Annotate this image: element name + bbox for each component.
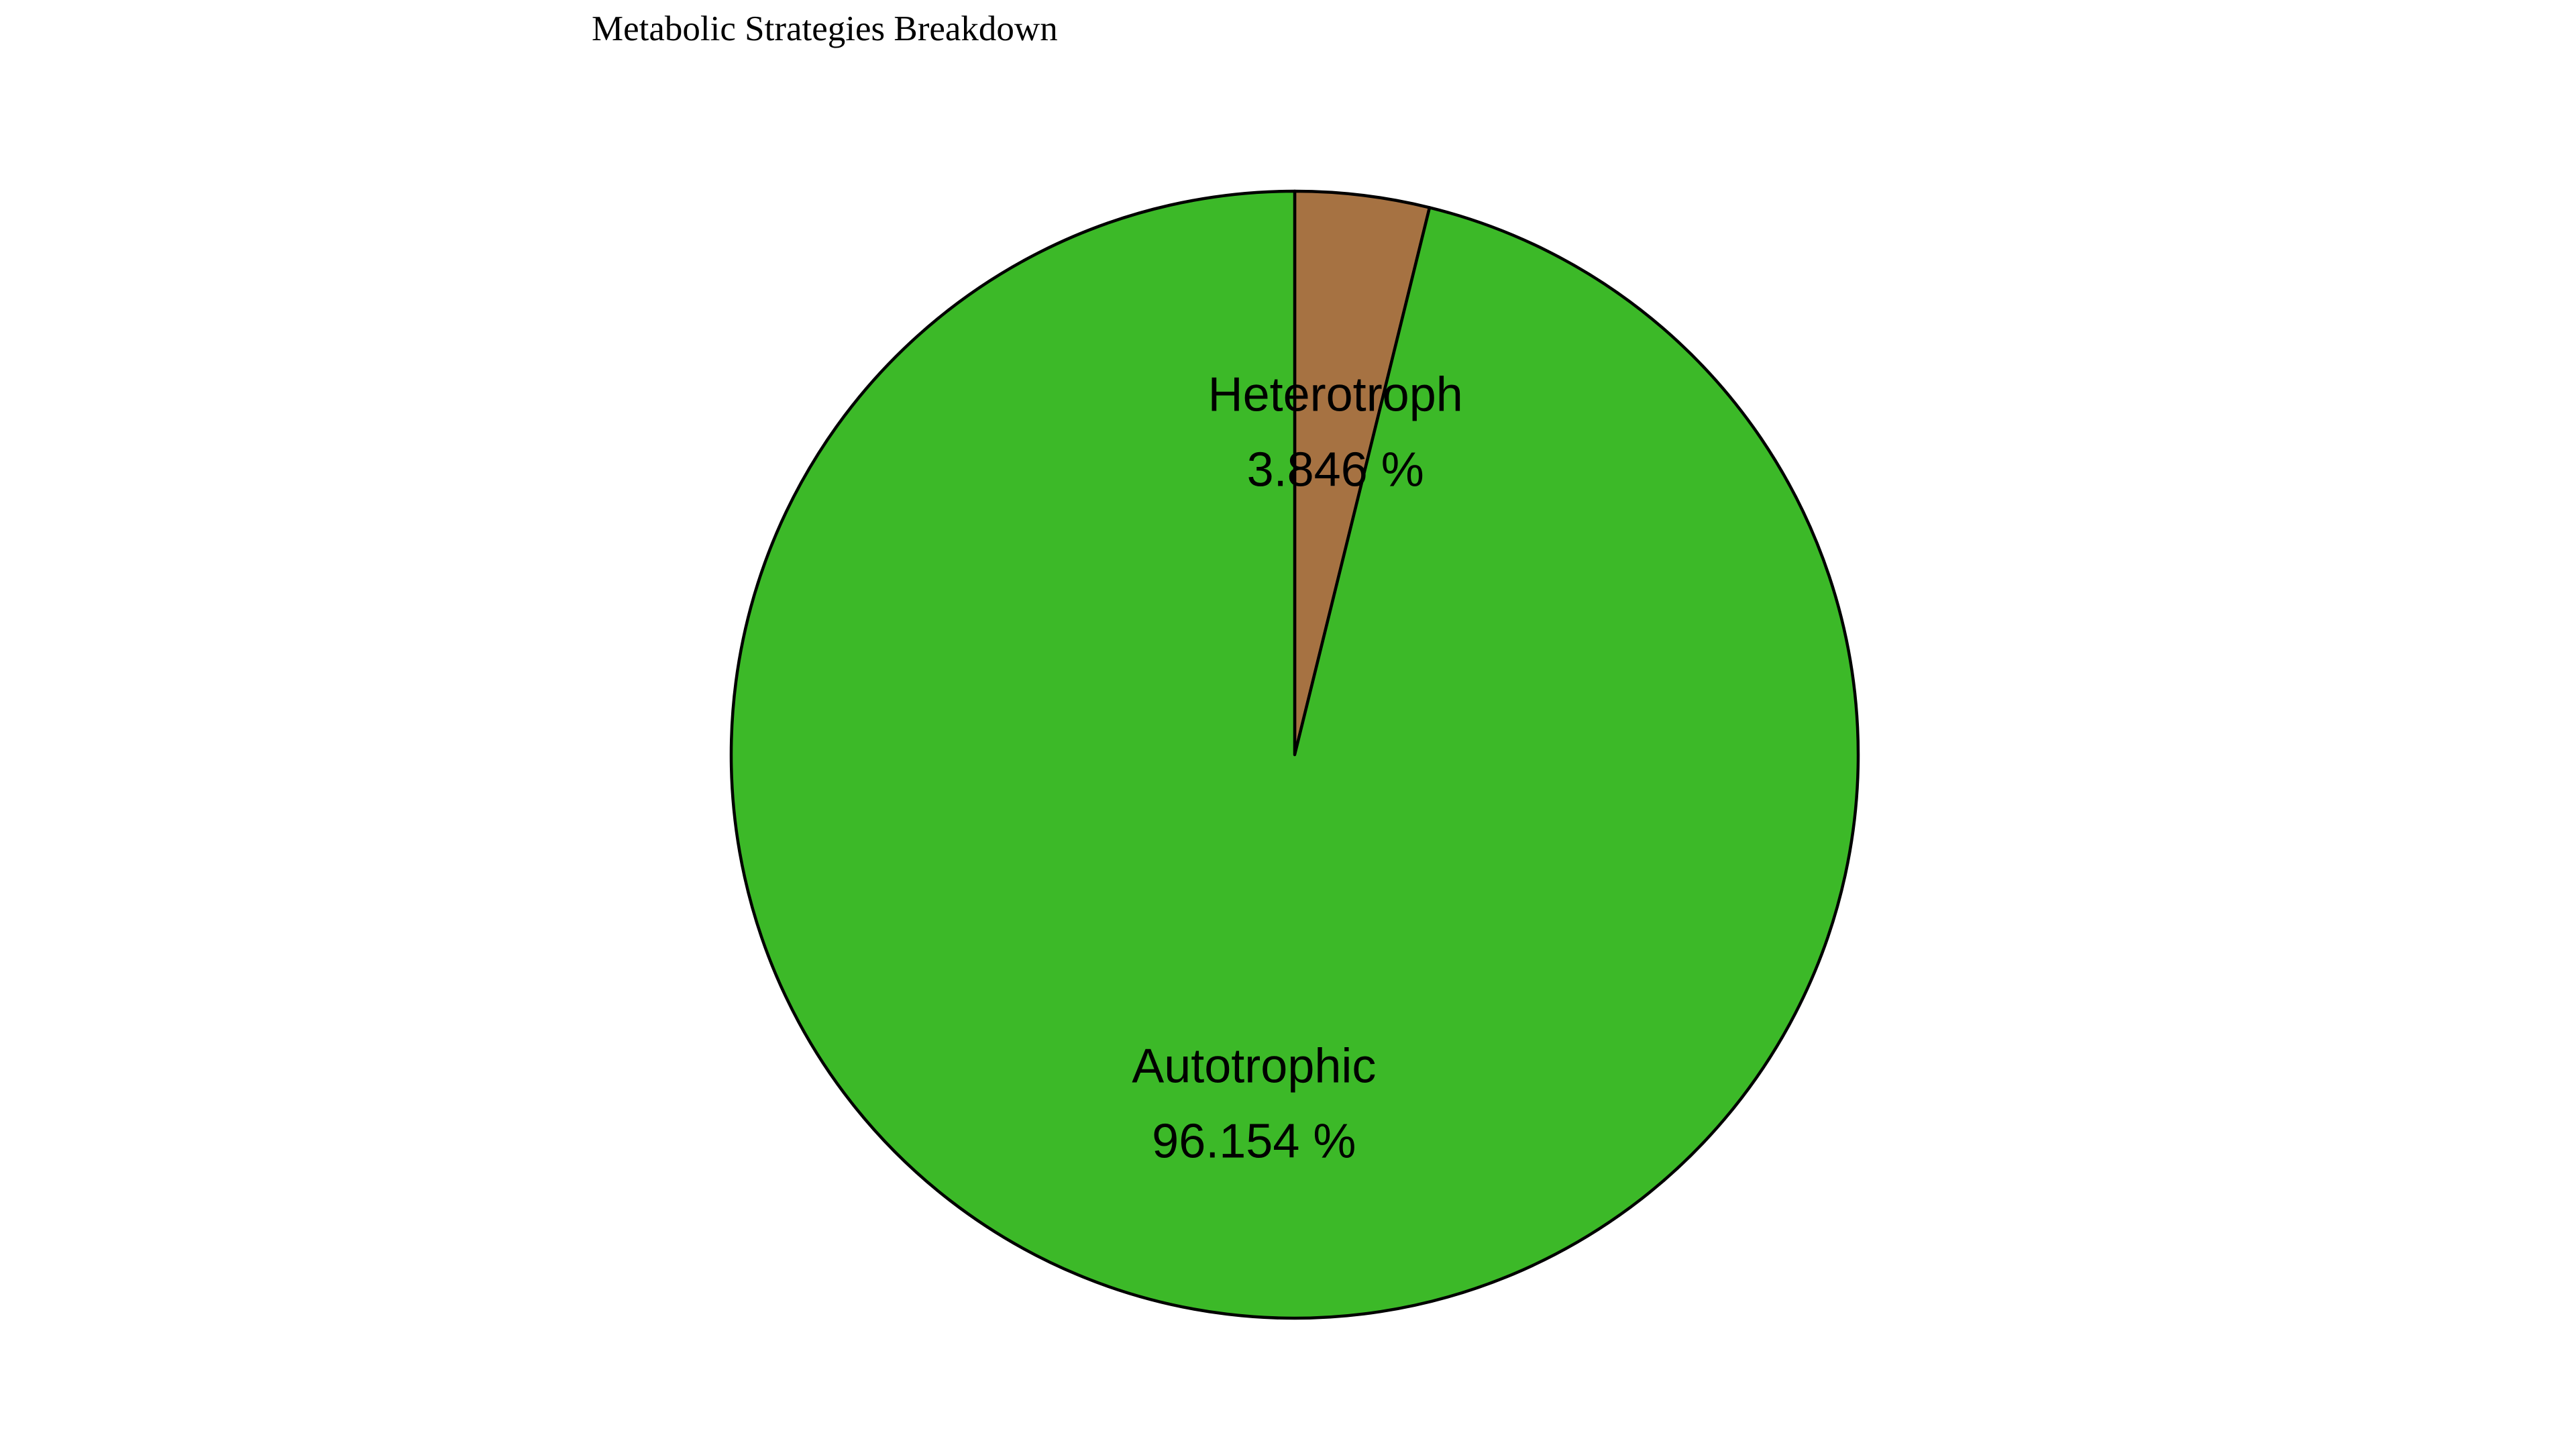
- slice-percent-heterotroph: 3.846 %: [1247, 443, 1424, 497]
- chart-title: Metabolic Strategies Breakdown: [592, 9, 1058, 48]
- slice-label-heterotroph: Heterotroph: [1208, 368, 1463, 422]
- pie-labels: Heterotroph 3.846 % Autotrophic 96.154 %: [1132, 368, 1463, 1169]
- pie-slice-autotrophic: [729, 189, 1860, 1320]
- pie-slices: [729, 189, 1860, 1320]
- slice-label-autotrophic: Autotrophic: [1132, 1039, 1376, 1093]
- slice-percent-autotrophic: 96.154 %: [1152, 1114, 1356, 1168]
